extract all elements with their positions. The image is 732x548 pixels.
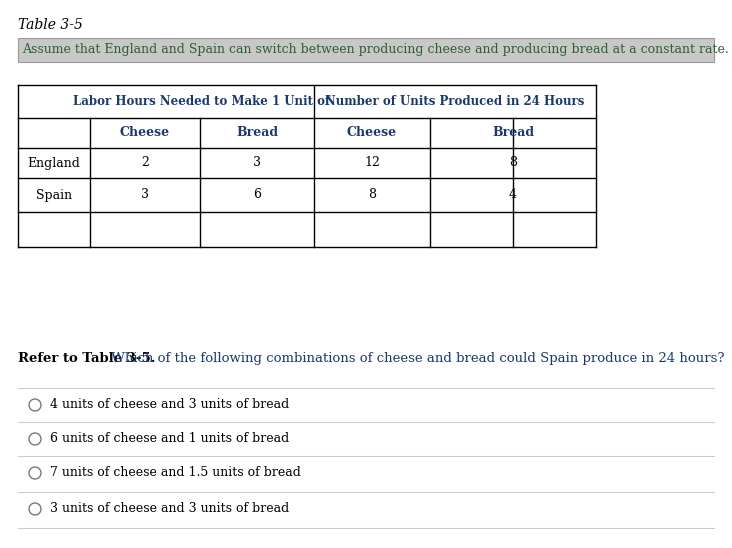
Text: 4 units of cheese and 3 units of bread: 4 units of cheese and 3 units of bread	[50, 398, 289, 412]
Text: Spain: Spain	[36, 189, 72, 202]
Text: 6: 6	[253, 189, 261, 202]
Text: 3 units of cheese and 3 units of bread: 3 units of cheese and 3 units of bread	[50, 503, 289, 516]
Text: 12: 12	[364, 157, 380, 169]
Text: 3: 3	[253, 157, 261, 169]
Text: 6 units of cheese and 1 units of bread: 6 units of cheese and 1 units of bread	[50, 432, 289, 446]
Text: 7 units of cheese and 1.5 units of bread: 7 units of cheese and 1.5 units of bread	[50, 466, 301, 480]
Text: Cheese: Cheese	[347, 127, 397, 140]
Bar	[18, 38, 714, 62]
Text: Which of the following combinations of cheese and bread could Spain produce in 2: Which of the following combinations of c…	[107, 352, 725, 365]
Text: Number of Units Produced in 24 Hours: Number of Units Produced in 24 Hours	[325, 95, 585, 108]
Text: 8: 8	[509, 157, 517, 169]
Text: 8: 8	[368, 189, 376, 202]
Text: 2: 2	[141, 157, 149, 169]
Text: Refer to Table 3-5.: Refer to Table 3-5.	[18, 352, 155, 365]
Text: Bread: Bread	[236, 127, 278, 140]
Text: Labor Hours Needed to Make 1 Unit of: Labor Hours Needed to Make 1 Unit of	[73, 95, 331, 108]
Text: England: England	[28, 157, 81, 169]
Text: 3: 3	[141, 189, 149, 202]
Text: Assume that England and Spain can switch between producing cheese and producing : Assume that England and Spain can switch…	[22, 43, 729, 56]
Text: Table 3-5: Table 3-5	[18, 18, 83, 32]
Text: Cheese: Cheese	[120, 127, 170, 140]
Text: 4: 4	[509, 189, 517, 202]
Text: Bread: Bread	[492, 127, 534, 140]
